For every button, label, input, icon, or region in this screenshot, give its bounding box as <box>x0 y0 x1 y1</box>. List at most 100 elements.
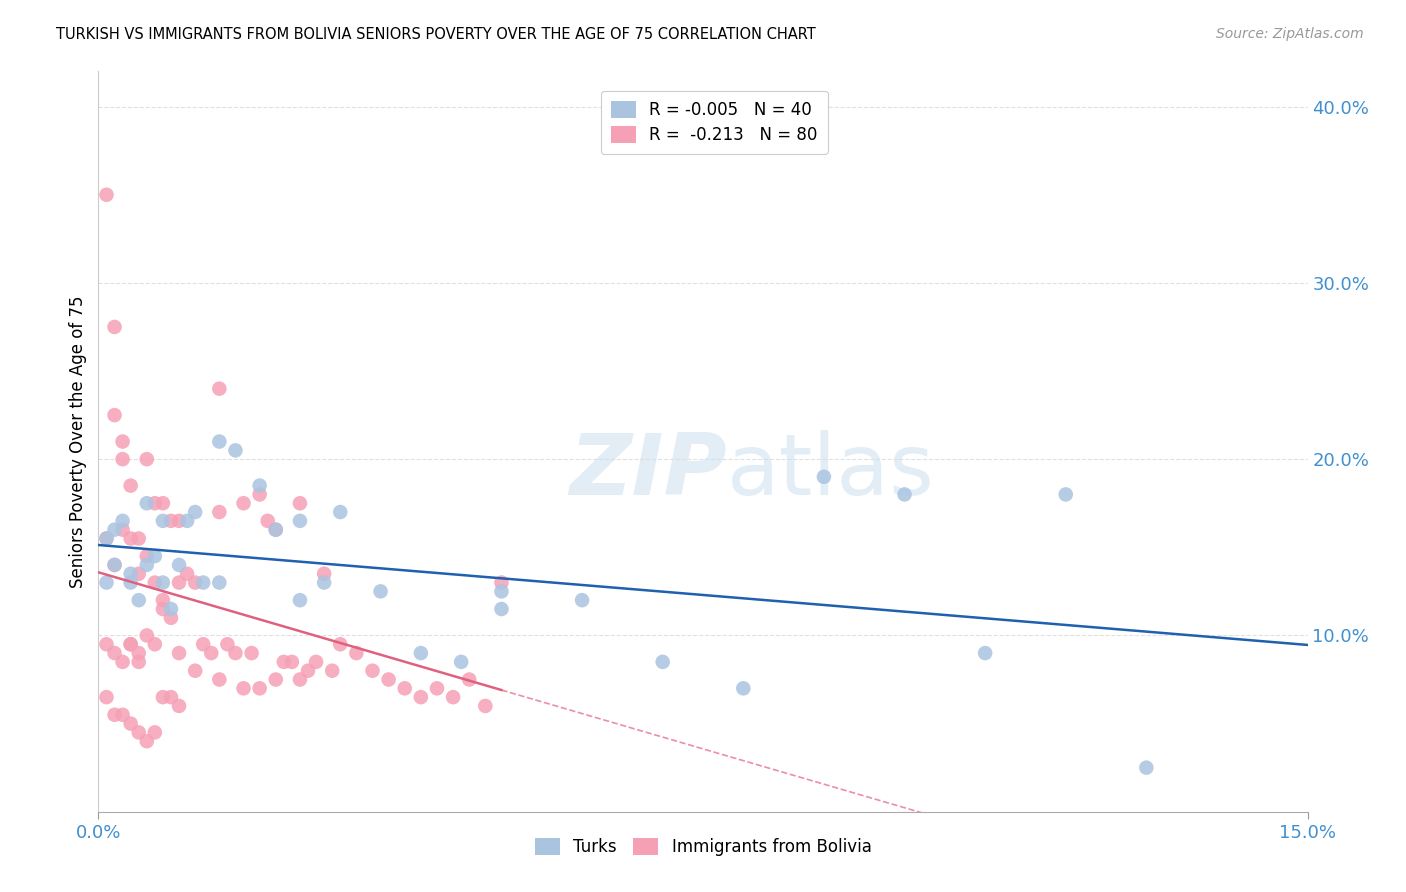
Point <box>491 584 513 599</box>
Point <box>152 496 174 510</box>
Point <box>184 505 207 519</box>
Point <box>120 575 142 590</box>
Point <box>329 637 352 651</box>
Point <box>167 514 190 528</box>
Point <box>249 487 271 501</box>
Point <box>733 681 755 696</box>
Point <box>321 664 343 678</box>
Point <box>120 716 142 731</box>
Point <box>974 646 997 660</box>
Point <box>167 575 190 590</box>
Point <box>184 575 207 590</box>
Point <box>208 673 231 687</box>
Point <box>314 566 336 581</box>
Point <box>256 514 278 528</box>
Point <box>281 655 304 669</box>
Point <box>450 655 472 669</box>
Point <box>329 505 352 519</box>
Point <box>297 664 319 678</box>
Point <box>200 646 222 660</box>
Y-axis label: Seniors Poverty Over the Age of 75: Seniors Poverty Over the Age of 75 <box>69 295 87 588</box>
Point <box>103 646 125 660</box>
Point <box>111 523 134 537</box>
Point <box>135 558 157 572</box>
Point <box>128 725 150 739</box>
Point <box>96 532 118 546</box>
Point <box>128 655 150 669</box>
Point <box>232 681 254 696</box>
Point <box>135 452 157 467</box>
Point <box>474 698 496 713</box>
Point <box>167 698 190 713</box>
Point <box>893 487 915 501</box>
Point <box>160 690 183 705</box>
Point <box>103 707 125 722</box>
Point <box>120 566 142 581</box>
Point <box>409 690 432 705</box>
Point <box>377 673 399 687</box>
Point <box>193 575 215 590</box>
Point <box>426 681 449 696</box>
Point <box>143 637 166 651</box>
Point <box>135 496 157 510</box>
Point <box>208 575 231 590</box>
Point <box>103 523 125 537</box>
Legend: Turks, Immigrants from Bolivia: Turks, Immigrants from Bolivia <box>527 831 879 863</box>
Point <box>176 514 198 528</box>
Point <box>249 478 271 492</box>
Point <box>240 646 263 660</box>
Point <box>111 452 134 467</box>
Point <box>314 575 336 590</box>
Point <box>128 532 150 546</box>
Point <box>111 434 134 449</box>
Point <box>208 505 231 519</box>
Point <box>135 549 157 563</box>
Point <box>441 690 464 705</box>
Point <box>1135 761 1157 775</box>
Point <box>128 646 150 660</box>
Point <box>96 187 118 202</box>
Point <box>143 496 166 510</box>
Point <box>651 655 673 669</box>
Point <box>111 707 134 722</box>
Point <box>208 382 231 396</box>
Point <box>111 655 134 669</box>
Point <box>176 566 198 581</box>
Point <box>160 602 183 616</box>
Point <box>409 646 432 660</box>
Point <box>120 637 142 651</box>
Point <box>224 646 246 660</box>
Point <box>193 637 215 651</box>
Point <box>1054 487 1077 501</box>
Point <box>208 434 231 449</box>
Point <box>217 637 239 651</box>
Point <box>264 673 287 687</box>
Point <box>135 628 157 642</box>
Point <box>491 602 513 616</box>
Point <box>288 496 311 510</box>
Point <box>143 725 166 739</box>
Point <box>249 681 271 696</box>
Text: atlas: atlas <box>727 430 935 513</box>
Point <box>111 514 134 528</box>
Point <box>143 575 166 590</box>
Point <box>167 558 190 572</box>
Point <box>167 646 190 660</box>
Point <box>152 575 174 590</box>
Point <box>160 611 183 625</box>
Point <box>288 593 311 607</box>
Text: ZIP: ZIP <box>569 430 727 513</box>
Point <box>96 637 118 651</box>
Point <box>288 673 311 687</box>
Point <box>273 655 295 669</box>
Point <box>103 320 125 334</box>
Point <box>224 443 246 458</box>
Point <box>232 496 254 510</box>
Point <box>120 478 142 492</box>
Point <box>264 523 287 537</box>
Point <box>128 566 150 581</box>
Point <box>458 673 481 687</box>
Point <box>143 549 166 563</box>
Point <box>152 602 174 616</box>
Point <box>394 681 416 696</box>
